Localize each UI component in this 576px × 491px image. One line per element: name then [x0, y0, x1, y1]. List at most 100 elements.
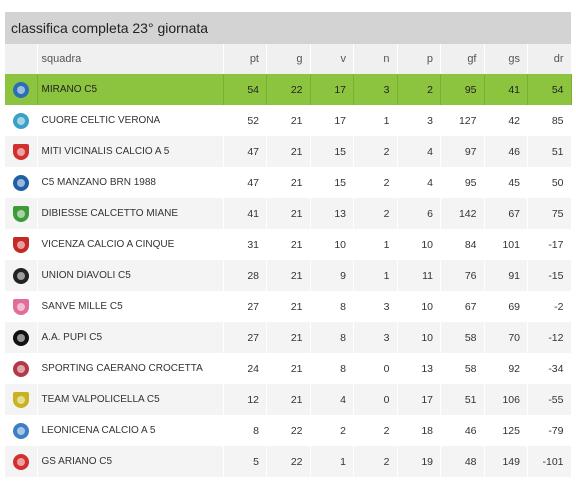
- stat-dr: 51: [527, 136, 572, 167]
- stat-n: 2: [353, 415, 398, 446]
- team-name[interactable]: SANVE MILLE C5: [37, 291, 224, 322]
- table-row[interactable]: SANVE MILLE C5 27 21 8 3 10 67 69 -2: [5, 291, 572, 322]
- stat-pt: 47: [223, 167, 267, 198]
- stat-n: 2: [353, 136, 398, 167]
- team-logo-cell: [5, 260, 38, 291]
- stat-gf: 48: [440, 446, 485, 477]
- sanve-mille-crest-icon: [12, 298, 29, 315]
- team-name[interactable]: MITI VICINALIS CALCIO A 5: [37, 136, 224, 167]
- header-g[interactable]: g: [266, 44, 311, 74]
- header-logo: [5, 44, 38, 74]
- stat-g: 22: [266, 415, 311, 446]
- stat-pt: 54: [223, 74, 267, 105]
- table-row[interactable]: VICENZA CALCIO A CINQUE 31 21 10 1 10 84 101 -17: [5, 229, 572, 260]
- header-n[interactable]: n: [353, 44, 398, 74]
- stat-dr: 54: [527, 74, 572, 105]
- table-row[interactable]: C5 MANZANO BRN 1988 47 21 15 2 4 95 45 50: [5, 167, 572, 198]
- leonicena-crest-icon: [12, 422, 29, 439]
- standings-table: squadra pt g v n p gf gs dr MIRANO C5 54 2…: [5, 44, 572, 477]
- header-gs[interactable]: gs: [484, 44, 528, 74]
- header-v[interactable]: v: [310, 44, 354, 74]
- team-name[interactable]: DIBIESSE CALCETTO MIANE: [37, 198, 224, 229]
- stat-n: 2: [353, 198, 398, 229]
- stat-p: 10: [397, 229, 441, 260]
- stat-n: 3: [353, 322, 398, 353]
- stat-p: 2: [397, 74, 441, 105]
- table-row[interactable]: LEONICENA CALCIO A 5 8 22 2 2 18 46 125 -79: [5, 415, 572, 446]
- stat-n: 2: [353, 446, 398, 477]
- stat-n: 0: [353, 353, 398, 384]
- stat-gf: 46: [440, 415, 485, 446]
- stat-gs: 106: [484, 384, 528, 415]
- team-logo-cell: [5, 136, 38, 167]
- stat-p: 10: [397, 322, 441, 353]
- ariano-crest-icon: [12, 453, 29, 470]
- stat-p: 6: [397, 198, 441, 229]
- stat-p: 10: [397, 291, 441, 322]
- stat-p: 4: [397, 167, 441, 198]
- stat-gs: 91: [484, 260, 528, 291]
- header-pt[interactable]: pt: [223, 44, 267, 74]
- stat-gf: 58: [440, 353, 485, 384]
- team-name[interactable]: SPORTING CAERANO CROCETTA: [37, 353, 224, 384]
- table-row[interactable]: GS ARIANO C5 5 22 1 2 19 48 149 -101: [5, 446, 572, 477]
- stat-dr: -55: [527, 384, 572, 415]
- standings-widget: classifica completa 23° giornata squadra…: [5, 12, 572, 477]
- stat-gs: 69: [484, 291, 528, 322]
- stat-dr: -101: [527, 446, 572, 477]
- team-name[interactable]: CUORE CELTIC VERONA: [37, 105, 224, 136]
- table-row[interactable]: TEAM VALPOLICELLA C5 12 21 4 0 17 51 106 -55: [5, 384, 572, 415]
- stat-pt: 12: [223, 384, 267, 415]
- stat-pt: 8: [223, 415, 267, 446]
- stat-dr: -34: [527, 353, 572, 384]
- stat-v: 8: [310, 353, 354, 384]
- stat-pt: 47: [223, 136, 267, 167]
- team-logo-cell: [5, 446, 38, 477]
- header-dr[interactable]: dr: [527, 44, 572, 74]
- stat-n: 1: [353, 105, 398, 136]
- stat-g: 21: [266, 167, 311, 198]
- stat-gs: 125: [484, 415, 528, 446]
- table-row[interactable]: MITI VICINALIS CALCIO A 5 47 21 15 2 4 97 46 51: [5, 136, 572, 167]
- table-row[interactable]: CUORE CELTIC VERONA 52 21 17 1 3 127 42 85: [5, 105, 572, 136]
- team-name[interactable]: C5 MANZANO BRN 1988: [37, 167, 224, 198]
- stat-p: 3: [397, 105, 441, 136]
- stat-gf: 95: [440, 167, 485, 198]
- stat-pt: 5: [223, 446, 267, 477]
- header-p[interactable]: p: [397, 44, 441, 74]
- stat-g: 21: [266, 384, 311, 415]
- team-name[interactable]: UNION DIAVOLI C5: [37, 260, 224, 291]
- table-row[interactable]: DIBIESSE CALCETTO MIANE 41 21 13 2 6 142 67 75: [5, 198, 572, 229]
- stat-gf: 142: [440, 198, 485, 229]
- table-row[interactable]: SPORTING CAERANO CROCETTA 24 21 8 0 13 58 92 -34: [5, 353, 572, 384]
- sporting-caerano-crest-icon: [12, 360, 29, 377]
- stat-pt: 24: [223, 353, 267, 384]
- team-name[interactable]: A.A. PUPI C5: [37, 322, 224, 353]
- team-logo-cell: [5, 384, 38, 415]
- stat-gs: 41: [484, 74, 528, 105]
- team-name[interactable]: GS ARIANO C5: [37, 446, 224, 477]
- team-logo-cell: [5, 229, 38, 260]
- stat-gf: 67: [440, 291, 485, 322]
- team-logo-cell: [5, 291, 38, 322]
- mirano-crest-icon: [12, 81, 29, 98]
- team-name[interactable]: MIRANO C5: [37, 74, 224, 105]
- team-name[interactable]: TEAM VALPOLICELLA C5: [37, 384, 224, 415]
- stat-gs: 149: [484, 446, 528, 477]
- stat-gf: 97: [440, 136, 485, 167]
- stat-gf: 58: [440, 322, 485, 353]
- table-row[interactable]: A.A. PUPI C5 27 21 8 3 10 58 70 -12: [5, 322, 572, 353]
- header-squadra[interactable]: squadra: [37, 44, 224, 74]
- cuore-celtic-crest-icon: [12, 112, 29, 129]
- team-name[interactable]: VICENZA CALCIO A CINQUE: [37, 229, 224, 260]
- stat-g: 21: [266, 105, 311, 136]
- stat-g: 21: [266, 260, 311, 291]
- table-row[interactable]: UNION DIAVOLI C5 28 21 9 1 11 76 91 -15: [5, 260, 572, 291]
- team-logo-cell: [5, 322, 38, 353]
- stat-pt: 27: [223, 322, 267, 353]
- header-gf[interactable]: gf: [440, 44, 485, 74]
- vicenza-crest-icon: [12, 236, 29, 253]
- team-name[interactable]: LEONICENA CALCIO A 5: [37, 415, 224, 446]
- table-row[interactable]: MIRANO C5 54 22 17 3 2 95 41 54: [5, 74, 572, 105]
- stat-dr: -2: [527, 291, 572, 322]
